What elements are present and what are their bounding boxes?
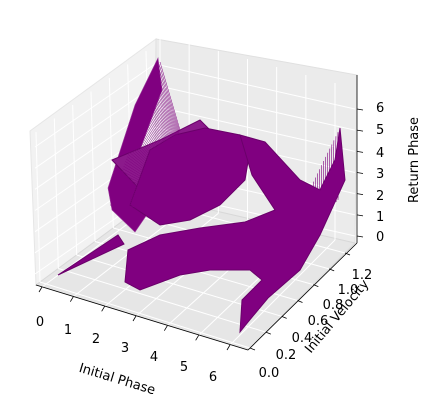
y-tick-label: 0.2 — [276, 348, 297, 363]
x-tick — [39, 287, 42, 292]
z-tick-label: 0 — [376, 230, 384, 245]
z-tick — [357, 236, 363, 237]
y-tick — [250, 348, 255, 350]
x-tick — [196, 335, 199, 340]
y-tick — [298, 301, 303, 303]
x-tick — [227, 345, 230, 350]
z-tick — [357, 130, 363, 131]
z-tick — [357, 215, 363, 216]
y-tick — [266, 332, 271, 334]
z-tick-label: 3 — [376, 167, 384, 182]
z-tick-label: 2 — [376, 189, 384, 204]
x-tick — [70, 297, 73, 302]
z-tick-label: 5 — [376, 123, 384, 138]
z-tick — [357, 173, 363, 174]
y-tick-label: 0.0 — [259, 366, 280, 381]
x-tick-label: 0 — [36, 315, 44, 330]
x-tick — [102, 306, 105, 311]
z-axis-label: Return Phase — [407, 117, 422, 203]
z-tick-label: 6 — [376, 101, 384, 116]
x-tick — [133, 316, 136, 321]
z-tick — [357, 194, 363, 195]
x-tick — [164, 326, 167, 331]
y-tick — [282, 316, 287, 318]
z-tick-label: 4 — [376, 146, 384, 161]
x-axis-label: Initial Phase — [77, 361, 157, 398]
x-tick-label: 3 — [121, 341, 129, 356]
z-tick-label: 1 — [376, 210, 384, 225]
x-tick-label: 6 — [209, 370, 217, 385]
z-tick — [357, 109, 363, 110]
z-tick — [357, 151, 363, 152]
x-tick-label: 1 — [64, 323, 72, 338]
x-tick-label: 5 — [180, 360, 188, 375]
x-tick-label: 2 — [92, 332, 100, 347]
x-tick-label: 4 — [150, 350, 158, 365]
